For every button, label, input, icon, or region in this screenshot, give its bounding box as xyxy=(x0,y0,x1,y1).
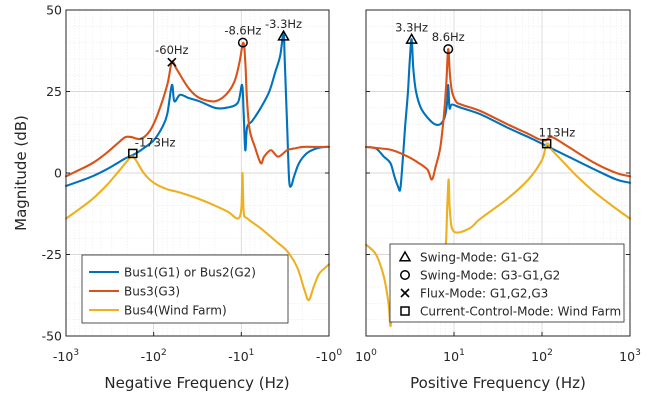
annotation-label: 113Hz xyxy=(539,126,576,140)
y-axis-label: Magnitude (dB) xyxy=(12,115,30,231)
negative-frequency-panel: -60Hz-8.6Hz -3.3Hz-173Hz -103 -102 -101 -100… xyxy=(12,3,342,393)
y-tick-label: -25 xyxy=(42,247,62,262)
annotation-layer: 3.3Hz 8.6Hz 113Hz xyxy=(395,20,576,149)
x-tick-base: 10 xyxy=(443,349,459,364)
x-tick-label: -100 xyxy=(316,348,342,364)
x-tick-labels: -103 -102 -101 -100 xyxy=(53,348,342,364)
legend-entry-label: Swing-Mode: G1-G2 xyxy=(420,251,540,265)
series-line-bus3 xyxy=(364,48,632,181)
series-layer xyxy=(64,31,331,302)
x-axis-label: Positive Frequency (Hz) xyxy=(410,374,586,392)
y-tick-label: 0 xyxy=(54,166,62,181)
x-tick-exponent: 1 xyxy=(459,348,465,358)
x-tick-base: 10 xyxy=(619,349,635,364)
legend-entry-label: Swing-Mode: G3-G1,G2 xyxy=(420,269,560,283)
y-tick-label: 25 xyxy=(46,84,62,99)
x-tick-label: 100 xyxy=(355,348,377,364)
x-tick-base: 10 xyxy=(355,349,371,364)
legend-box xyxy=(389,243,625,323)
x-tick-exponent: 1 xyxy=(249,348,255,358)
x-tick-labels: 100 101 102 103 xyxy=(355,348,641,364)
legend-entry-label: Bus3(G3) xyxy=(124,285,180,299)
annotation-marker-x xyxy=(167,57,177,67)
mode-legend: Swing-Mode: G1-G2 Swing-Mode: G3-G1,G2 Flu… xyxy=(389,243,625,323)
annotation-marker-triangle xyxy=(405,32,418,44)
x-tick-exponent: 2 xyxy=(161,348,167,358)
x-tick-exponent: 0 xyxy=(336,348,342,358)
series-legend: Bus1(G1) or Bus2(G2) Bus3(G3) Bus4(Wind Fa… xyxy=(81,254,289,324)
x-tick-base: -10 xyxy=(316,349,336,364)
x-tick-exponent: 2 xyxy=(547,348,553,358)
y-tick-label: 50 xyxy=(46,3,62,18)
x-tick-base: -10 xyxy=(228,349,248,364)
legend-entry-label: Current-Control-Mode: Wind Farm xyxy=(420,305,621,319)
series-line-bus3 xyxy=(64,41,331,178)
annotation-marker-o xyxy=(237,37,248,48)
annotation-label: 8.6Hz xyxy=(432,30,465,44)
annotation-label: -60Hz xyxy=(155,43,188,57)
y-tick-labels: 50 25 0 -25 -50 xyxy=(42,3,62,344)
x-tick-base: 10 xyxy=(531,349,547,364)
legend-marker-square xyxy=(400,306,410,316)
x-tick-base: -10 xyxy=(141,349,161,364)
x-tick-label: -101 xyxy=(228,348,254,364)
legend-entry-label: Flux-Mode: G1,G2,G3 xyxy=(420,287,548,301)
x-tick-label: -103 xyxy=(53,348,79,364)
series-line-bus4 xyxy=(64,155,331,302)
annotation-layer: -60Hz -8.6Hz -3.3Hz -173Hz xyxy=(128,17,302,159)
annotation-label: -8.6Hz xyxy=(224,24,261,38)
annotation-label: -173Hz xyxy=(135,135,176,149)
legend-entry-label: Bus4(Wind Farm) xyxy=(124,304,227,318)
series-line-bus12 xyxy=(64,31,331,188)
y-tick-label: -50 xyxy=(42,329,62,344)
legend-marker-triangle xyxy=(398,250,412,262)
x-tick-exponent: 3 xyxy=(73,348,79,358)
annotation-label: 3.3Hz xyxy=(395,20,428,34)
legend-entry-label: Bus1(G1) or Bus2(G2) xyxy=(124,266,256,280)
annotation-marker-square xyxy=(128,148,138,159)
series-line-bus12 xyxy=(364,38,632,192)
x-tick-label: 103 xyxy=(619,348,641,364)
x-tick-exponent: 3 xyxy=(635,348,641,358)
annotation-label: -3.3Hz xyxy=(265,17,302,31)
annotation-marker-o xyxy=(443,44,454,55)
legend-marker-x xyxy=(400,288,410,298)
x-axis-label: Negative Frequency (Hz) xyxy=(104,374,289,392)
legend-marker-o xyxy=(400,270,410,280)
x-tick-label: 101 xyxy=(443,348,465,364)
x-tick-base: -10 xyxy=(53,349,73,364)
x-tick-exponent: 0 xyxy=(371,348,377,358)
annotation-marker-square xyxy=(541,138,552,149)
legend-box xyxy=(81,254,289,324)
x-tick-label: 102 xyxy=(531,348,553,364)
annotation-marker-triangle xyxy=(277,29,290,41)
x-tick-label: -102 xyxy=(141,348,167,364)
